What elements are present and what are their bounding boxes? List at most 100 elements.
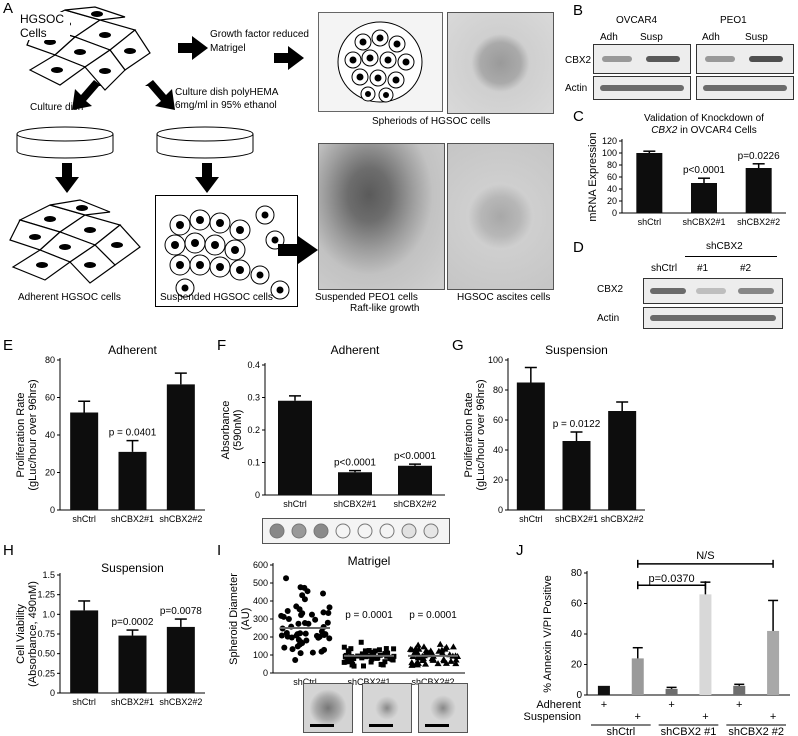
data-point: [452, 660, 460, 667]
culture-dish-left: [16, 126, 114, 159]
peo1-cells-photo: [318, 143, 445, 290]
chart-svg-i: Matrigel 0 100 200 300 400 500 600 Spheroid Diam…: [228, 554, 465, 687]
y-axis-label: (590nM): [232, 410, 244, 451]
data-point: [368, 659, 374, 665]
blot-condition-label: Adh: [702, 32, 720, 43]
data-point: [350, 662, 356, 668]
row-label: Adherent: [536, 699, 581, 711]
data-point: [438, 649, 446, 656]
condition-marker: +: [668, 699, 674, 711]
bar: [636, 153, 663, 213]
suspended-caption: Suspended HGSOC cells: [160, 292, 273, 303]
data-point: [283, 630, 290, 637]
x-tick-label: shCBX2#1: [111, 514, 154, 524]
blot-lane-label: #2: [740, 263, 752, 274]
p-value-label: p<0.0001: [683, 165, 725, 176]
y-tick-label: 300: [253, 614, 268, 624]
x-tick-label: shCBX2#2: [411, 677, 454, 687]
bar: [398, 465, 432, 495]
data-point: [341, 659, 347, 665]
adherent-cells-drawing: [9, 199, 141, 284]
y-tick-label: 0: [498, 505, 503, 515]
y-tick-label: 0: [263, 668, 268, 678]
condition-marker: +: [601, 699, 607, 711]
y-tick-label: 60: [607, 172, 617, 182]
group-label: shCBX2 #1: [661, 726, 717, 736]
row-label: Suspension: [524, 711, 582, 723]
data-point: [406, 645, 414, 652]
blot-condition-label: Adh: [600, 32, 618, 43]
data-point: [414, 659, 422, 666]
data-point: [283, 575, 290, 582]
panel-label-i: I: [217, 542, 222, 559]
y-tick-label: 100: [602, 148, 617, 158]
data-point: [278, 632, 285, 639]
chart-title: CBX2 in OVCAR4 Cells: [651, 125, 757, 136]
data-point: [435, 647, 443, 654]
panel-label-b: B: [573, 2, 584, 19]
p-value-label: p<0.0001: [394, 451, 436, 462]
data-point: [385, 650, 391, 656]
blot-row-label: Actin: [597, 313, 620, 324]
chart-title: Adherent: [331, 343, 380, 357]
panel-label-c: C: [573, 108, 584, 125]
blot-strip: [593, 76, 691, 100]
y-tick-label: 120: [602, 136, 617, 146]
y-axis-label: % Annexin V/PI Positive: [542, 575, 554, 692]
data-point: [361, 663, 367, 669]
spheroid-photo: [447, 12, 554, 114]
y-axis-label: Proliferation Rate: [15, 393, 27, 478]
chart-svg-h: Suspension 0 0.25 0.50 0.75 1.0 1.25 1.5 Cell Vi…: [15, 561, 205, 707]
data-point: [324, 619, 331, 626]
data-point: [281, 644, 288, 651]
y-tick-label: 60: [45, 393, 55, 403]
y-tick-label: 80: [607, 160, 617, 170]
y-tick-label: 80: [493, 385, 503, 395]
x-tick-label: shCtrl: [638, 217, 662, 227]
x-tick-label: shCBX2#1: [347, 677, 390, 687]
p-value-label: p = 0.0401: [109, 428, 157, 439]
group-label: shCtrl: [606, 726, 635, 736]
blot-strip: [643, 307, 783, 329]
bar: [70, 610, 99, 693]
data-point: [299, 610, 306, 617]
ascites-caption: HGSOC ascites cells: [457, 292, 551, 303]
data-point: [301, 596, 308, 603]
spheroid-image-shcbx2-2: [418, 683, 468, 733]
adherent-caption: Adherent HGSOC cells: [18, 292, 121, 303]
chart-title: Adherent: [108, 343, 157, 357]
data-point: [359, 655, 365, 661]
panel-label-h: H: [3, 542, 14, 559]
culture-dish-poly-label: Culture dish polyHEMA 6mg/ml in 95% etha…: [175, 87, 278, 111]
condition-marker: +: [702, 711, 708, 723]
y-tick-label: 40: [45, 430, 55, 440]
y-tick-label: 80: [45, 355, 55, 365]
y-tick-label: 0: [255, 490, 260, 500]
y-tick-label: 60: [493, 415, 503, 425]
data-point: [322, 631, 329, 638]
data-point: [441, 645, 449, 652]
data-point: [414, 641, 422, 648]
bar: [767, 630, 780, 695]
y-tick-label: 0.2: [247, 425, 260, 435]
bar: [691, 183, 717, 213]
y-tick-label: 0.50: [37, 649, 55, 659]
y-tick-label: 0: [612, 208, 617, 218]
y-axis-label: Proliferation Rate: [463, 393, 475, 478]
chart-title: Suspension: [101, 561, 164, 575]
data-point: [285, 616, 292, 623]
data-point: [297, 650, 304, 657]
chart-title: Suspension: [545, 343, 608, 357]
culture-dish-label: Culture dish: [30, 102, 84, 113]
bar: [608, 411, 637, 510]
x-tick-label: shCBX2#2: [159, 514, 202, 524]
chart-g: Suspension 0 20 40 60 80 100 Proliferation Rate…: [450, 340, 650, 540]
data-point: [284, 608, 291, 615]
bar: [733, 685, 746, 695]
data-point: [387, 655, 393, 661]
y-tick-label: 0.3: [247, 393, 260, 403]
hgsoc-cells-label: HGSOC Cells: [20, 12, 70, 40]
condition-marker: +: [736, 699, 742, 711]
chart-h: Suspension 0 0.25 0.50 0.75 1.0 1.25 1.5 Cell Vi…: [0, 545, 215, 735]
y-tick-label: 100: [253, 650, 268, 660]
